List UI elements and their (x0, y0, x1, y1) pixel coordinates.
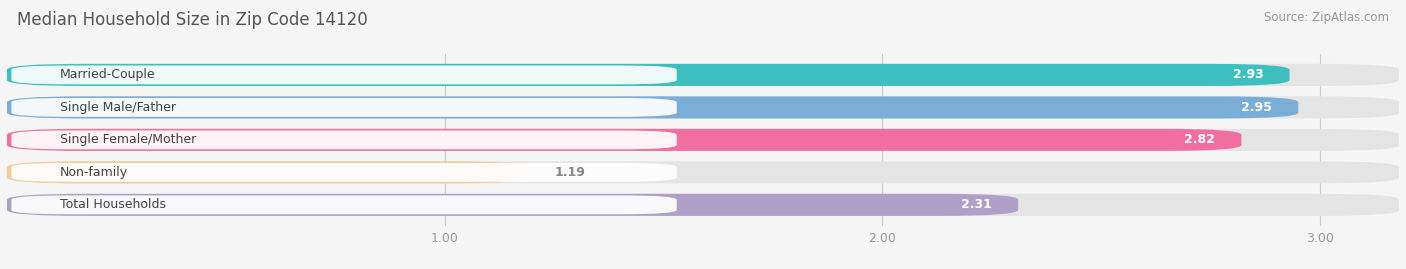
FancyBboxPatch shape (7, 161, 527, 183)
FancyBboxPatch shape (7, 96, 1399, 118)
FancyBboxPatch shape (7, 96, 1298, 118)
FancyBboxPatch shape (11, 195, 676, 214)
FancyBboxPatch shape (7, 64, 1399, 86)
Text: Source: ZipAtlas.com: Source: ZipAtlas.com (1264, 11, 1389, 24)
FancyBboxPatch shape (11, 163, 676, 182)
FancyBboxPatch shape (11, 130, 676, 149)
FancyBboxPatch shape (7, 64, 1289, 86)
FancyBboxPatch shape (7, 129, 1241, 151)
FancyBboxPatch shape (7, 161, 1399, 183)
FancyBboxPatch shape (7, 194, 1399, 216)
Text: Non-family: Non-family (59, 166, 128, 179)
Text: 1.19: 1.19 (554, 166, 585, 179)
FancyBboxPatch shape (7, 194, 1018, 216)
FancyBboxPatch shape (7, 129, 1399, 151)
Text: Single Male/Father: Single Male/Father (59, 101, 176, 114)
Text: Median Household Size in Zip Code 14120: Median Household Size in Zip Code 14120 (17, 11, 367, 29)
Text: 2.31: 2.31 (962, 198, 991, 211)
Text: Total Households: Total Households (59, 198, 166, 211)
Text: Single Female/Mother: Single Female/Mother (59, 133, 195, 146)
Text: Married-Couple: Married-Couple (59, 68, 155, 82)
Text: 2.93: 2.93 (1233, 68, 1263, 82)
FancyBboxPatch shape (11, 98, 676, 117)
Text: 2.95: 2.95 (1241, 101, 1272, 114)
FancyBboxPatch shape (11, 65, 676, 84)
Text: 2.82: 2.82 (1184, 133, 1215, 146)
